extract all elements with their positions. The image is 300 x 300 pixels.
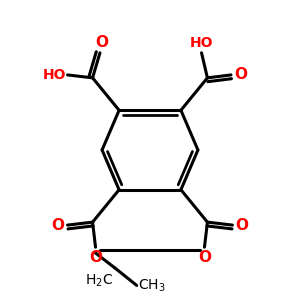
Text: O: O bbox=[95, 35, 108, 50]
Text: O: O bbox=[198, 250, 211, 265]
Text: O: O bbox=[52, 218, 64, 232]
Text: O: O bbox=[236, 218, 248, 232]
Text: O: O bbox=[234, 68, 247, 82]
Text: CH$_3$: CH$_3$ bbox=[138, 277, 166, 294]
Text: HO: HO bbox=[43, 68, 66, 82]
Text: O: O bbox=[89, 250, 102, 265]
Text: HO: HO bbox=[190, 36, 213, 50]
Text: H$_2$C: H$_2$C bbox=[85, 272, 113, 289]
